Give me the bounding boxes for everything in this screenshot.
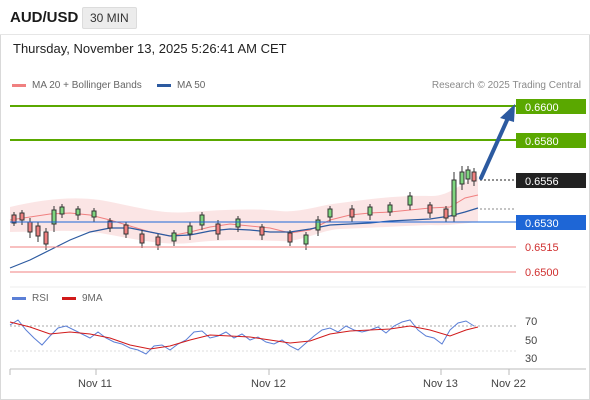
price-tag-0600: 0.6600 bbox=[516, 99, 586, 114]
chart-datetime: Thursday, November 13, 2025 5:26:41 AM C… bbox=[13, 41, 287, 56]
legend-ma20-label: MA 20 + Bollinger Bands bbox=[32, 80, 142, 91]
ma50-line bbox=[9, 207, 479, 269]
price-tag-0500-text: 0.6500 bbox=[525, 267, 559, 279]
legend-rsi: RSI bbox=[12, 293, 49, 304]
legend-rsi-ma-label: 9MA bbox=[82, 293, 103, 304]
x-label-nov22: Nov 22 bbox=[491, 378, 526, 390]
price-tag-0600-text: 0.6600 bbox=[525, 102, 559, 114]
price-tag-0515-text: 0.6515 bbox=[525, 242, 559, 254]
rsi-ma-swatch-icon bbox=[62, 296, 76, 300]
legend-rsi-label: RSI bbox=[32, 293, 49, 304]
credit-text: Research © 2025 Trading Central bbox=[431, 80, 581, 91]
rsi-tick-70: 70 bbox=[525, 316, 537, 328]
price-tag-current-text: 0.6556 bbox=[525, 176, 559, 188]
price-tag-0580-text: 0.6580 bbox=[525, 136, 559, 148]
rsi-tick-30: 30 bbox=[525, 353, 537, 365]
legend-ma50: MA 50 bbox=[157, 80, 205, 91]
ma50-swatch-icon bbox=[157, 83, 171, 87]
rsi-line bbox=[9, 319, 475, 355]
timeframe-button[interactable]: 30 MIN bbox=[82, 7, 137, 29]
symbol-label: AUD/USD bbox=[10, 9, 79, 26]
rsi-swatch-icon bbox=[12, 296, 26, 300]
forecast-arrow-icon bbox=[479, 104, 515, 180]
price-tag-0580: 0.6580 bbox=[516, 133, 586, 148]
price-tag-0530-text: 0.6530 bbox=[525, 218, 559, 230]
x-label-nov13: Nov 13 bbox=[423, 378, 458, 390]
x-label-nov11: Nov 11 bbox=[78, 378, 112, 390]
rsi-tick-50: 50 bbox=[525, 335, 537, 347]
legend-ma50-label: MA 50 bbox=[177, 80, 206, 91]
x-label-nov12: Nov 12 bbox=[251, 378, 286, 390]
price-tag-0530: 0.6530 bbox=[516, 215, 586, 230]
legend-ma20: MA 20 + Bollinger Bands bbox=[12, 80, 142, 91]
price-tag-current: 0.6556 bbox=[516, 173, 586, 188]
ma20-swatch-icon bbox=[12, 83, 26, 87]
chart-header: AUD/USD 30 MIN bbox=[0, 0, 590, 35]
legend-rsi-ma: 9MA bbox=[62, 293, 103, 304]
rsi-ma-line bbox=[9, 321, 479, 350]
